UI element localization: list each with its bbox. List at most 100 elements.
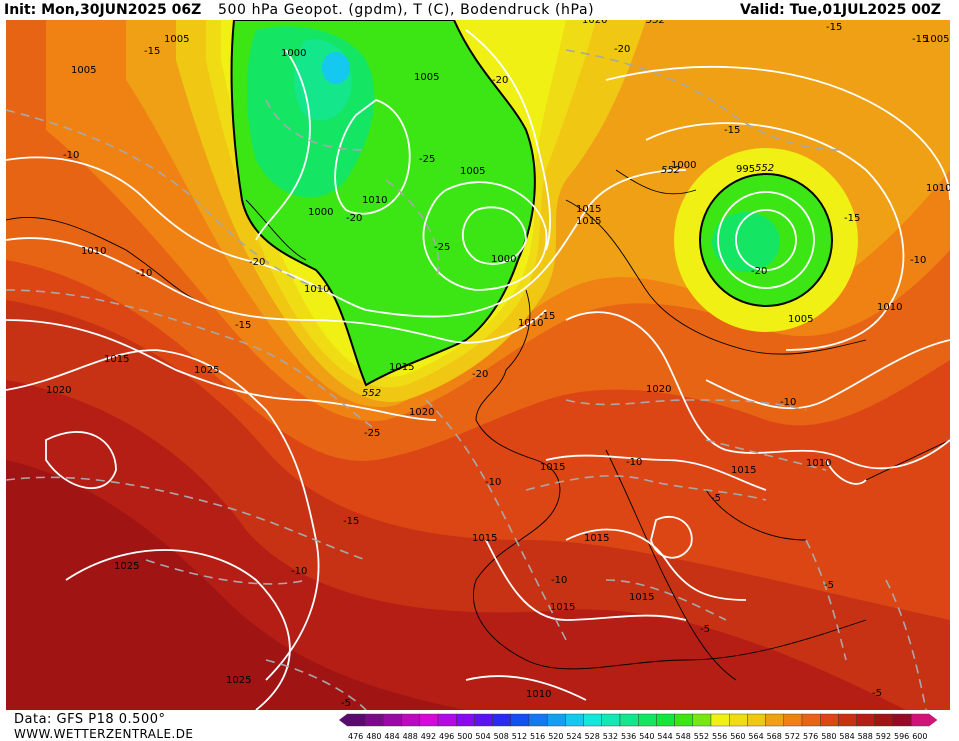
temp-label: -10 xyxy=(63,150,79,161)
pressure-label: 1005 xyxy=(788,314,813,325)
colorbar-tick-label: 496 xyxy=(439,732,454,741)
colorbar-swatch xyxy=(346,713,366,727)
map-footer: Data: GFS P18 0.500° WWW.WETTERZENTRALE.… xyxy=(0,710,959,741)
pressure-label: 1010 xyxy=(304,284,329,295)
colorbar-swatch xyxy=(801,713,821,727)
geopotential-labels: 552 552 552 552 xyxy=(362,20,774,399)
geo-label: 552 xyxy=(362,388,381,399)
pressure-label: 1020 xyxy=(409,407,434,418)
colorbar-swatch xyxy=(565,713,584,727)
temp-label: -10 xyxy=(291,566,307,577)
pressure-labels: 1005 1000 1005 1005 1010 1000 1010 1005 … xyxy=(46,20,950,700)
colorbar-tick-label: 584 xyxy=(839,732,854,741)
colorbar-tick-label: 560 xyxy=(730,732,745,741)
colorbar-tick-label: 536 xyxy=(621,732,636,741)
east-low-core xyxy=(712,212,780,272)
colorbar-tick-label: 504 xyxy=(475,732,490,741)
pressure-label: 1020 xyxy=(582,20,607,26)
colorbar-tick-label: 520 xyxy=(548,732,563,741)
colorbar-swatch xyxy=(820,713,839,727)
temp-label: -15 xyxy=(144,46,160,57)
colorbar-swatch xyxy=(765,713,785,727)
colorbar-tick-label: 556 xyxy=(712,732,727,741)
isobars xyxy=(6,29,950,710)
data-source: Data: GFS P18 0.500° xyxy=(14,712,166,727)
colorbar-swatch xyxy=(474,713,493,727)
colorbar-tick-label: 488 xyxy=(403,732,418,741)
colorbar-tick-label: 572 xyxy=(785,732,800,741)
pressure-label: 1010 xyxy=(362,195,387,206)
colorbar-tick-label: 568 xyxy=(767,732,782,741)
pressure-label: 1015 xyxy=(576,216,601,227)
temperature-labels: -15 -20 -15 -10 -25 -20 -20 -25 -20 -10 … xyxy=(63,22,928,709)
colorbar-tick-label: 480 xyxy=(366,732,381,741)
pressure-label: 1015 xyxy=(389,362,414,373)
pressure-label: 1005 xyxy=(924,34,949,45)
pressure-label: 1000 xyxy=(491,254,516,265)
pressure-label: 1000 xyxy=(308,207,333,218)
colorbar-tick-label: 500 xyxy=(457,732,472,741)
geo-label: 552 xyxy=(661,165,680,176)
pressure-label: 995 xyxy=(736,164,755,175)
temp-label: -5 xyxy=(700,624,710,635)
colorbar-swatch xyxy=(856,713,875,727)
colorbar-tick-label: 576 xyxy=(803,732,818,741)
temp-label: -5 xyxy=(824,580,834,591)
colorbar-swatch xyxy=(419,713,439,727)
pressure-label: 1005 xyxy=(164,34,189,45)
temp-label: -15 xyxy=(844,213,860,224)
temp-label: -15 xyxy=(235,320,251,331)
pressure-label: 1010 xyxy=(81,246,106,257)
colorbar-swatch xyxy=(710,713,730,727)
geo-label: 552 xyxy=(755,163,774,174)
colorbar-tick-label: 600 xyxy=(912,732,927,741)
temp-label: -5 xyxy=(872,688,882,699)
colorbar-swatch xyxy=(601,713,621,727)
temp-label: -15 xyxy=(826,22,842,33)
pressure-label: 1015 xyxy=(629,592,654,603)
pressure-label: 1000 xyxy=(671,160,696,171)
colorbar-tick-label: 544 xyxy=(657,732,672,741)
colorbar-tick-label: 508 xyxy=(494,732,509,741)
temp-label: -15 xyxy=(724,125,740,136)
coastlines xyxy=(6,169,950,681)
colorbar-swatch xyxy=(783,713,803,727)
temp-label: -20 xyxy=(492,75,508,86)
temp-label: -25 xyxy=(419,154,435,165)
init-time: Init: Mon,30JUN2025 06Z xyxy=(4,2,202,18)
colorbar-tick-label: 532 xyxy=(603,732,618,741)
temp-label: -10 xyxy=(626,457,642,468)
temp-label: -25 xyxy=(364,428,380,439)
temp-label: -10 xyxy=(551,575,567,586)
colorbar-tick-label: 492 xyxy=(421,732,436,741)
temp-label: -10 xyxy=(485,477,501,488)
pressure-label: 1010 xyxy=(877,302,902,313)
temp-label: -10 xyxy=(910,255,926,266)
temp-label: -5 xyxy=(341,698,351,709)
colorbar-swatch xyxy=(747,713,766,727)
colorbar-swatch xyxy=(546,713,566,727)
colorbar-swatch xyxy=(729,713,748,727)
colorbar-swatch xyxy=(838,713,857,727)
colorbar-swatch xyxy=(401,713,420,727)
pressure-label: 1015 xyxy=(104,354,129,365)
colorbar-tick-label: 552 xyxy=(694,732,709,741)
field-596 xyxy=(6,460,466,710)
pressure-label: 1015 xyxy=(584,533,609,544)
colorbar-tick-label: 528 xyxy=(585,732,600,741)
temp-label: -20 xyxy=(751,266,767,277)
pressure-label: 1015 xyxy=(731,465,756,476)
colorbar-swatch xyxy=(874,713,894,727)
pressure-label: 1010 xyxy=(526,689,551,700)
geo-label: 552 xyxy=(646,20,665,26)
colorbar-tick-label: 548 xyxy=(676,732,691,741)
temp-label: -10 xyxy=(136,268,152,279)
pressure-label: 1005 xyxy=(460,166,485,177)
colorbar-swatch xyxy=(619,713,639,727)
colorbar-swatch xyxy=(892,713,912,727)
colorbar-swatch xyxy=(455,713,475,727)
colorbar-tick-label: 512 xyxy=(512,732,527,741)
pressure-label: 1015 xyxy=(540,462,565,473)
colorbar-arrow-left xyxy=(339,714,347,726)
colorbar-tick-label: 484 xyxy=(384,732,399,741)
